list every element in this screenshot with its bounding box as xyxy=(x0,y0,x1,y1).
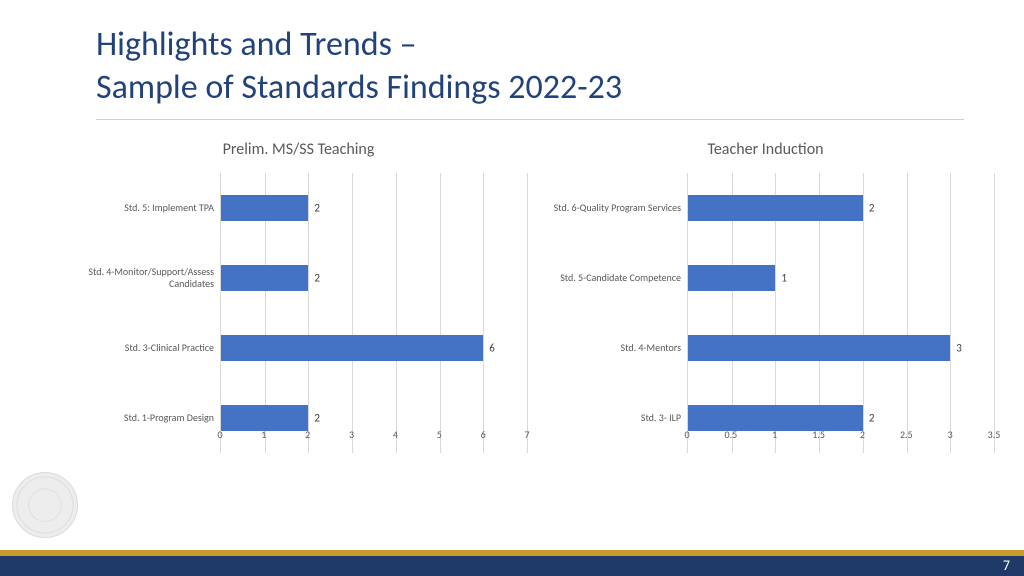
gridline xyxy=(527,173,528,453)
x-axis: 00.511.522.533.5 xyxy=(687,424,994,448)
bar-value-label: 3 xyxy=(956,342,962,355)
bar: 3 xyxy=(688,335,950,361)
chart-title: Teacher Induction xyxy=(537,140,994,159)
bar-value-label: 2 xyxy=(869,412,875,425)
chart-title: Prelim. MS/SS Teaching xyxy=(70,140,527,159)
chart-teacher-induction: Teacher Induction Std. 6-Quality Program… xyxy=(537,140,994,500)
bars: 2 1 3 2 xyxy=(688,173,994,453)
category-axis: Std. 6-Quality Program ServicesStd. 5-Ca… xyxy=(537,173,687,453)
slide: Highlights and Trends – Sample of Standa… xyxy=(0,0,1024,576)
bar-value-label: 2 xyxy=(869,202,875,215)
bar-row: 2 xyxy=(221,243,527,313)
x-tick-label: 0 xyxy=(217,428,222,441)
bar-value-label: 1 xyxy=(781,272,787,285)
x-tick-label: 0 xyxy=(684,428,689,441)
bar-value-label: 2 xyxy=(314,202,320,215)
category-axis: Std. 5: Implement TPAStd. 4-Monitor/Supp… xyxy=(70,173,220,453)
x-tick-label: 5 xyxy=(437,428,442,441)
page-number: 7 xyxy=(1003,556,1010,576)
category-label: Std. 1-Program Design xyxy=(70,383,220,453)
category-label: Std. 4-Monitor/Support/Assess Candidates xyxy=(70,243,220,313)
slide-title: Highlights and Trends – Sample of Standa… xyxy=(96,24,964,109)
bar-value-label: 2 xyxy=(314,412,320,425)
x-tick-label: 7 xyxy=(524,428,529,441)
charts-row: Prelim. MS/SS Teaching Std. 5: Implement… xyxy=(70,140,994,500)
x-tick-label: 2 xyxy=(860,428,865,441)
x-tick-label: 2.5 xyxy=(900,428,913,441)
bar-row: 2 xyxy=(221,173,527,243)
bar-row: 6 xyxy=(221,313,527,383)
x-tick-label: 3.5 xyxy=(988,428,1001,441)
bar-value-label: 6 xyxy=(489,342,495,355)
bar: 6 xyxy=(221,335,483,361)
x-tick-label: 2 xyxy=(305,428,310,441)
x-tick-label: 3 xyxy=(948,428,953,441)
category-label: Std. 4-Mentors xyxy=(537,313,687,383)
bar-row: 1 xyxy=(688,243,994,313)
bar: 2 xyxy=(221,265,308,291)
x-tick-label: 6 xyxy=(481,428,486,441)
footer-stripe-navy xyxy=(0,556,1024,576)
chart-prelim-ms-ss: Prelim. MS/SS Teaching Std. 5: Implement… xyxy=(70,140,527,500)
title-line-1: Highlights and Trends – xyxy=(96,24,417,65)
x-tick-label: 1 xyxy=(772,428,777,441)
x-axis: 0 1 2 3 4 5 6 7 xyxy=(220,424,527,448)
bars: 2262 xyxy=(221,173,527,453)
bar: 2 xyxy=(688,195,863,221)
plot-area: 2 1 3 2 xyxy=(687,173,994,453)
x-tick-label: 0.5 xyxy=(725,428,738,441)
chart-body: Std. 6-Quality Program ServicesStd. 5-Ca… xyxy=(537,173,994,453)
title-line-2: Sample of Standards Findings 2022-23 xyxy=(96,67,622,108)
category-label: Std. 5-Candidate Competence xyxy=(537,243,687,313)
title-rule xyxy=(96,119,964,120)
x-tick-label: 1 xyxy=(261,428,266,441)
x-tick-label: 1.5 xyxy=(812,428,825,441)
category-label: Std. 5: Implement TPA xyxy=(70,173,220,243)
slide-title-block: Highlights and Trends – Sample of Standa… xyxy=(96,24,964,120)
chart-body: Std. 5: Implement TPAStd. 4-Monitor/Supp… xyxy=(70,173,527,453)
category-label: Std. 6-Quality Program Services xyxy=(537,173,687,243)
bar-row: 2 xyxy=(688,173,994,243)
category-label: Std. 3-Clinical Practice xyxy=(70,313,220,383)
bar-row: 3 xyxy=(688,313,994,383)
plot-area: 2262 xyxy=(220,173,527,453)
category-label: Std. 3- ILP xyxy=(537,383,687,453)
x-tick-label: 4 xyxy=(393,428,398,441)
x-tick-label: 3 xyxy=(349,428,354,441)
seal-icon xyxy=(12,472,78,538)
bar: 2 xyxy=(221,195,308,221)
gridline xyxy=(994,173,995,453)
bar-value-label: 2 xyxy=(314,272,320,285)
bar: 1 xyxy=(688,265,775,291)
